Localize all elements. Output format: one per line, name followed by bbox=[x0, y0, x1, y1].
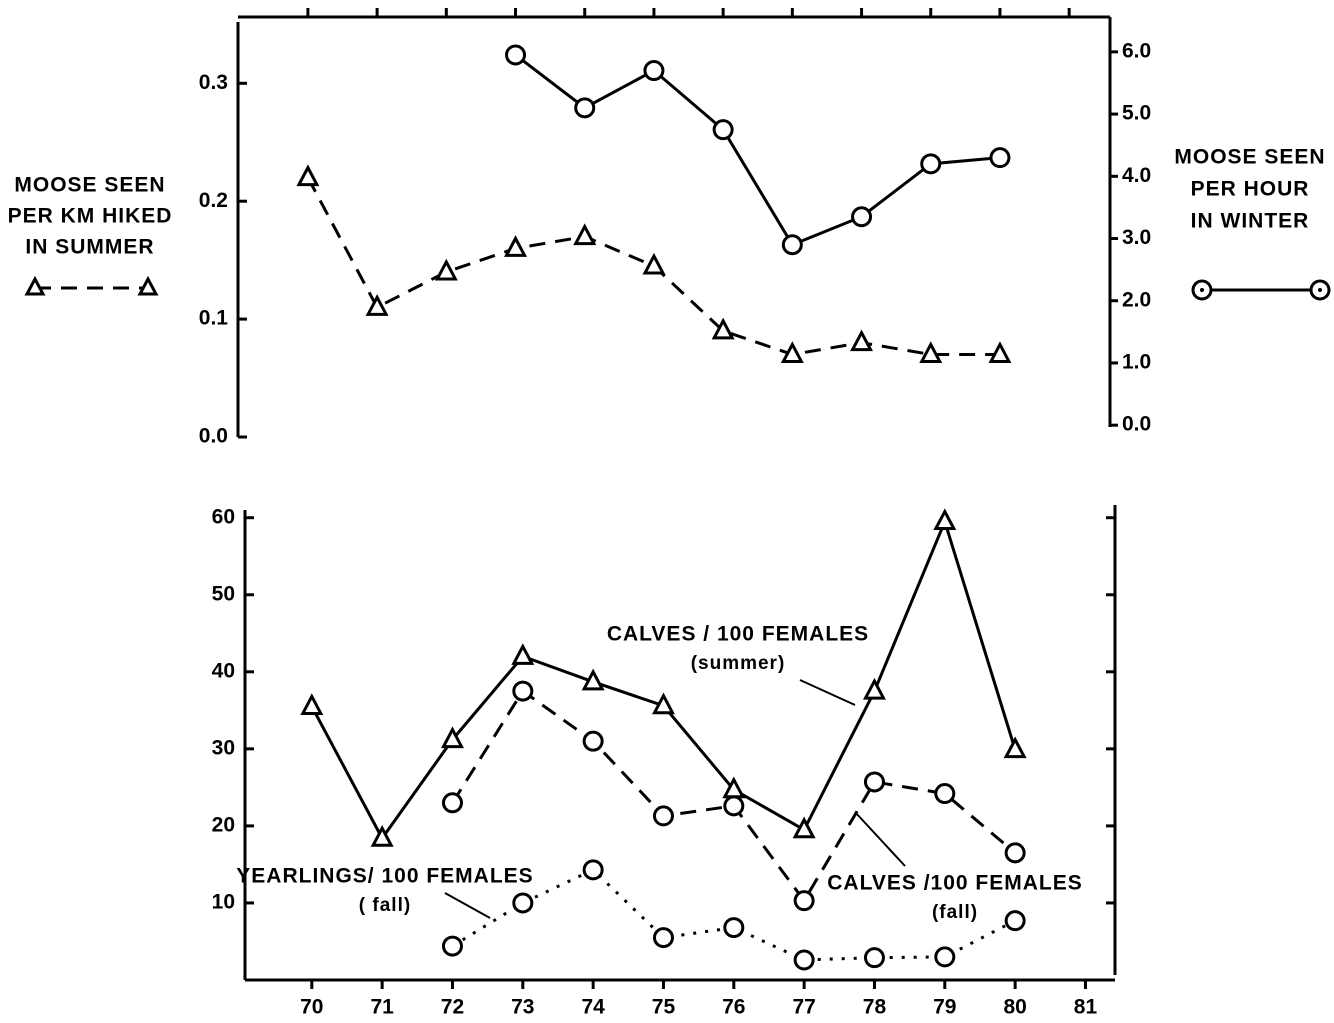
y2-tick-label: 0.0 bbox=[1122, 413, 1151, 436]
y2-tick-label: 3.0 bbox=[1122, 226, 1151, 249]
triangle-marker bbox=[434, 258, 458, 281]
series-label: YEARLINGS/ 100 FEMALES bbox=[236, 865, 533, 888]
legend-dot bbox=[1200, 288, 1204, 292]
legend-marker bbox=[137, 275, 159, 296]
x-tick-label: 71 bbox=[370, 996, 394, 1019]
x-tick-label: 77 bbox=[792, 996, 815, 1019]
y-tick-label: 10 bbox=[212, 890, 235, 913]
x-tick-label: 73 bbox=[511, 996, 534, 1019]
series-label: (fall) bbox=[932, 902, 978, 923]
legend-marker bbox=[24, 275, 46, 296]
series-line bbox=[310, 517, 1017, 842]
triangle-marker bbox=[919, 341, 943, 363]
x-tick-label: 80 bbox=[1003, 996, 1026, 1019]
x-tick-label: 78 bbox=[863, 996, 887, 1019]
circle-marker bbox=[920, 153, 942, 175]
x-tick-label: 70 bbox=[300, 996, 323, 1019]
leader-line bbox=[854, 811, 906, 867]
triangle-marker bbox=[296, 164, 320, 187]
triangle-marker bbox=[792, 816, 816, 839]
y-tick-label: 30 bbox=[212, 736, 235, 759]
y2-tick-label: 6.0 bbox=[1122, 39, 1151, 62]
legend-dot bbox=[1318, 288, 1322, 292]
x-tick-label: 76 bbox=[722, 996, 745, 1019]
triangle-marker bbox=[300, 693, 324, 715]
x-tick-label: 81 bbox=[1074, 996, 1098, 1019]
circle-marker bbox=[512, 892, 534, 914]
y2-axis-label: PER HOUR bbox=[1191, 178, 1310, 201]
series-line bbox=[451, 868, 1016, 962]
triangle-marker bbox=[642, 252, 666, 275]
triangle-marker bbox=[370, 825, 394, 847]
circle-marker bbox=[441, 935, 463, 957]
circle-marker bbox=[934, 946, 956, 968]
triangle-marker bbox=[581, 668, 605, 691]
series-label: CALVES / 100 FEMALES bbox=[607, 623, 869, 646]
y-tick-label: 50 bbox=[212, 582, 235, 605]
x-tick-label: 75 bbox=[652, 996, 676, 1019]
circle-marker bbox=[934, 783, 956, 805]
circle-marker bbox=[652, 805, 674, 827]
y2-tick-label: 2.0 bbox=[1122, 288, 1151, 311]
circle-marker bbox=[781, 234, 803, 256]
y-tick-label: 40 bbox=[212, 659, 235, 682]
x-tick-label: 74 bbox=[581, 996, 605, 1019]
y-axis-label: PER KM HIKED bbox=[8, 205, 173, 228]
circle-marker bbox=[1004, 910, 1026, 932]
leader-line bbox=[444, 892, 491, 919]
triangle-marker bbox=[862, 677, 886, 700]
y2-tick-label: 4.0 bbox=[1122, 164, 1151, 187]
circle-marker bbox=[989, 147, 1011, 169]
triangle-marker bbox=[365, 294, 389, 316]
y2-tick-label: 5.0 bbox=[1122, 102, 1151, 125]
y-tick-label: 0.0 bbox=[199, 425, 228, 448]
y2-axis-label: IN WINTER bbox=[1191, 210, 1310, 233]
triangle-marker bbox=[780, 341, 804, 363]
triangle-marker bbox=[440, 726, 464, 749]
y-tick-label: 60 bbox=[212, 505, 235, 528]
circle-marker bbox=[793, 890, 815, 912]
triangle-marker bbox=[511, 643, 535, 665]
circle-marker bbox=[582, 730, 604, 752]
circle-marker bbox=[712, 119, 734, 141]
x-tick-label: 79 bbox=[933, 996, 956, 1019]
y-tick-label: 0.1 bbox=[199, 307, 229, 330]
y-tick-label: 0.3 bbox=[199, 71, 228, 94]
triangle-marker bbox=[933, 508, 957, 531]
circle-marker bbox=[643, 60, 665, 82]
y-axis-label: MOOSE SEEN bbox=[14, 174, 165, 197]
circle-marker bbox=[512, 680, 534, 702]
y2-tick-label: 1.0 bbox=[1122, 351, 1151, 374]
circle-marker bbox=[723, 917, 745, 939]
circle-marker bbox=[582, 859, 604, 881]
series-line bbox=[514, 53, 1001, 247]
series-label: (summer) bbox=[691, 653, 786, 674]
y2-axis-label: MOOSE SEEN bbox=[1174, 146, 1325, 169]
circle-marker bbox=[1004, 842, 1026, 864]
x-tick-label: 72 bbox=[441, 996, 464, 1019]
circle-marker bbox=[723, 795, 745, 817]
triangle-marker bbox=[850, 329, 874, 352]
triangle-marker bbox=[711, 317, 735, 340]
circle-marker bbox=[574, 97, 596, 119]
circle-marker bbox=[505, 44, 527, 66]
triangle-marker bbox=[573, 223, 597, 246]
circle-marker bbox=[441, 792, 463, 814]
series-label: CALVES /100 FEMALES bbox=[827, 872, 1083, 895]
y-tick-label: 0.2 bbox=[199, 189, 228, 212]
leader-line bbox=[799, 679, 856, 706]
circle-marker bbox=[863, 947, 885, 969]
y-axis-label: IN SUMMER bbox=[25, 236, 154, 259]
y-tick-label: 20 bbox=[212, 813, 235, 836]
circle-marker bbox=[652, 927, 674, 949]
circle-marker bbox=[793, 949, 815, 971]
triangle-marker bbox=[1003, 736, 1027, 759]
triangle-marker bbox=[988, 341, 1012, 363]
series-label: ( fall) bbox=[359, 895, 411, 916]
circle-marker bbox=[863, 771, 885, 793]
triangle-marker bbox=[504, 235, 528, 257]
circle-marker bbox=[851, 206, 873, 228]
triangle-marker bbox=[651, 692, 675, 715]
